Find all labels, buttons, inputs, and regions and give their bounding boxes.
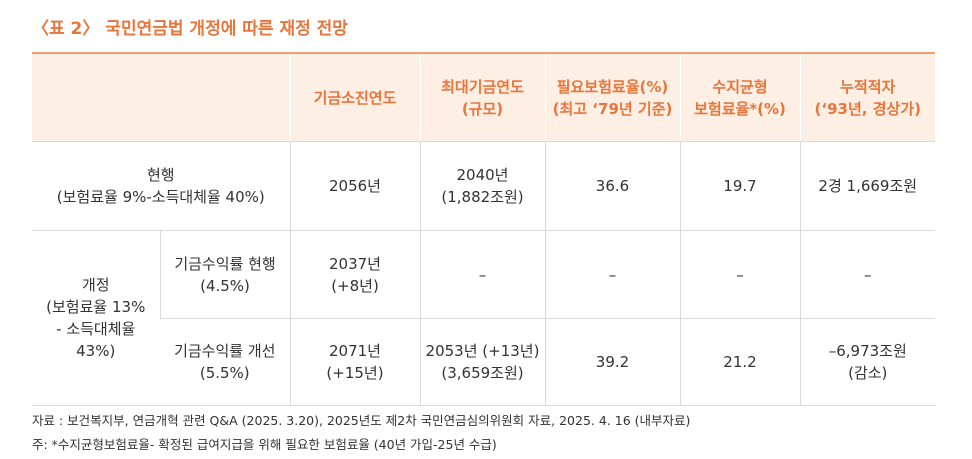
cell: 39.2 bbox=[544, 318, 680, 406]
cell-line: 필요보험료율(%) bbox=[556, 77, 669, 96]
source-note: 자료 : 보건복지부, 연금개혁 관련 Q&A (2025. 3.20), 20… bbox=[32, 413, 691, 428]
cell: – bbox=[679, 230, 800, 319]
cell-line: – bbox=[736, 265, 744, 284]
cell-line: – bbox=[608, 265, 617, 284]
header-cell: 기금소진연도 bbox=[289, 52, 420, 142]
cell-line: 개정 bbox=[81, 276, 110, 294]
cell-line: 2037년 bbox=[329, 254, 381, 273]
cell-line: 36.6 bbox=[595, 177, 630, 195]
cell-line: 2053년 (+13년) bbox=[425, 342, 540, 360]
cell-line: 현행 bbox=[146, 166, 175, 184]
cell: 2071년 (+15년) bbox=[289, 318, 420, 406]
table-body: 기금소진연도 최대기금연도 (규모) 필요보험료율(%) (최고 ‘79년 기준) 수지균… bbox=[32, 52, 935, 406]
cell: 2056년 bbox=[289, 141, 420, 231]
cell-line: 2040년 bbox=[456, 166, 509, 184]
cell-line: (5.5%) bbox=[199, 364, 250, 382]
header-cell: 필요보험료율(%) (최고 ‘79년 기준) bbox=[544, 52, 680, 142]
cell-line: (감소) bbox=[848, 364, 888, 382]
cell-line: (보험료율 9%-소득대체율 40%) bbox=[56, 188, 265, 206]
cell-line: (3,659조원) bbox=[441, 364, 524, 382]
cell-line: 최대기금연도 bbox=[441, 77, 524, 96]
cell-line: 기금소진연도 bbox=[313, 88, 397, 107]
cell: – bbox=[419, 230, 545, 319]
cell: 21.2 bbox=[679, 318, 800, 406]
group-label: 개정 (보험료율 13% - 소득대체율 43%) bbox=[32, 230, 160, 406]
cell-line: 기금수익률 개선 bbox=[174, 342, 276, 360]
header-cell: 누적적자 (‘93년, 경상가) bbox=[799, 52, 935, 142]
cell: 19.7 bbox=[679, 141, 800, 231]
cell: 2경 1,669조원 bbox=[799, 141, 935, 231]
cell-line: (규모) bbox=[461, 99, 504, 118]
cell-line: (+15년) bbox=[326, 364, 384, 382]
cell-line: 43%) bbox=[76, 342, 116, 360]
cell: 2053년 (+13년) (3,659조원) bbox=[419, 318, 545, 406]
cell: – bbox=[544, 230, 680, 319]
cell-line: 누적적자 bbox=[840, 77, 896, 96]
cell-line: 19.7 bbox=[723, 177, 757, 195]
cell-line: (‘93년, 경상가) bbox=[814, 99, 921, 118]
cell: 36.6 bbox=[544, 141, 680, 231]
cell: –6,973조원 (감소) bbox=[799, 318, 935, 406]
cell-line: (4.5%) bbox=[200, 276, 250, 295]
cell-line: 수지균형 bbox=[712, 77, 768, 96]
cell-line: (1,882조원) bbox=[441, 188, 524, 206]
header-row: 기금소진연도 최대기금연도 (규모) 필요보험료율(%) (최고 ‘79년 기준) 수지균… bbox=[32, 52, 935, 142]
row: 기금수익률 개선 (5.5%) 2071년 (+15년) 2053년 (+13년) (3,… bbox=[32, 318, 935, 406]
cell-line: - 소득대체율 bbox=[56, 320, 136, 338]
cell: 2040년 (1,882조원) bbox=[419, 141, 545, 231]
cell-line: (보험료율 13% bbox=[46, 298, 146, 316]
cell-line: (+8년) bbox=[331, 276, 379, 295]
row-label: 기금수익률 현행 (4.5%) bbox=[159, 230, 290, 319]
cell-line: 39.2 bbox=[595, 353, 630, 371]
cell-line: 2056년 bbox=[329, 177, 381, 195]
header-cell: 최대기금연도 (규모) bbox=[419, 52, 545, 142]
footnote: 주: *수지균형보험료율- 확정된 급여지급을 위해 필요한 보험료율 (40년… bbox=[32, 437, 497, 452]
cell-line: 기금수익률 현행 bbox=[174, 254, 276, 273]
row-label: 기금수익률 개선 (5.5%) bbox=[160, 318, 290, 406]
cell-line: – bbox=[478, 265, 487, 284]
cell-line: 21.2 bbox=[723, 353, 757, 371]
header-corner bbox=[32, 52, 290, 142]
cell-line: 2경 1,669조원 bbox=[818, 177, 918, 195]
cell: 2037년 (+8년) bbox=[289, 230, 420, 319]
cell-line: –6,973조원 bbox=[828, 342, 907, 360]
title: 〈표 2〉 국민연금법 개정에 따른 재정 전망 bbox=[32, 19, 348, 39]
cell-line: – bbox=[864, 265, 872, 284]
cell: – bbox=[799, 230, 935, 319]
row-label: 현행 (보험료율 9%-소득대체율 40%) bbox=[32, 141, 290, 231]
cell-line: 보험료율*(%) bbox=[694, 99, 786, 118]
row: 현행 (보험료율 9%-소득대체율 40%) 2056년 2040년 (1,882조원)… bbox=[32, 141, 935, 231]
table: 기금소진연도 최대기금연도 (규모) 필요보험료율(%) (최고 ‘79년 기준) 수지균… bbox=[32, 52, 935, 406]
cell-line: 2071년 bbox=[329, 342, 381, 360]
row: 개정 (보험료율 13% - 소득대체율 43%) 기금수익률 현행 (4.5%) 2037… bbox=[32, 230, 935, 406]
cell-line: (최고 ‘79년 기준) bbox=[552, 99, 673, 118]
